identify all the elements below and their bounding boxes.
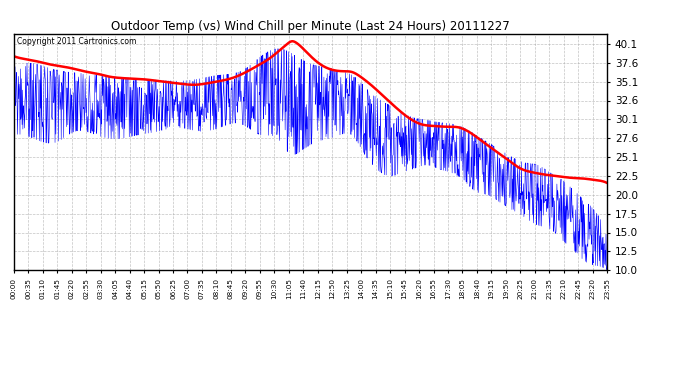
Title: Outdoor Temp (vs) Wind Chill per Minute (Last 24 Hours) 20111227: Outdoor Temp (vs) Wind Chill per Minute … [111, 20, 510, 33]
Text: Copyright 2011 Cartronics.com: Copyright 2011 Cartronics.com [17, 37, 136, 46]
